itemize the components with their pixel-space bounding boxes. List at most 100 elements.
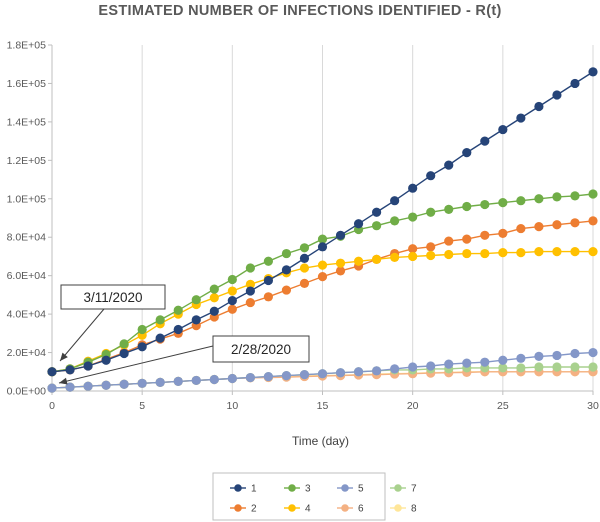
y-tick-label: 4.0E+04 [7, 309, 47, 321]
x-tick-label: 30 [587, 400, 599, 412]
data-point [570, 218, 580, 228]
data-point [65, 365, 75, 375]
data-point [426, 207, 436, 217]
callout-arrowhead [59, 377, 68, 385]
data-point [552, 350, 562, 361]
data-point [444, 236, 454, 246]
data-point [498, 355, 508, 365]
data-point [47, 383, 57, 393]
data-point [534, 247, 544, 257]
data-point [372, 207, 382, 217]
data-point [390, 364, 400, 374]
data-point [209, 293, 219, 303]
data-point [588, 247, 598, 257]
data-point [281, 265, 292, 275]
y-tick-label: 8.0E+04 [7, 232, 47, 244]
y-tick-label: 1.0E+05 [7, 193, 47, 205]
callout-text: 2/28/2020 [231, 342, 291, 357]
data-point [462, 201, 472, 212]
data-point [101, 355, 111, 365]
data-point [426, 171, 436, 181]
data-point [426, 242, 436, 252]
legend-item-4: 4 [284, 504, 311, 515]
legend-item-8: 8 [390, 504, 417, 515]
data-point [588, 67, 598, 77]
data-point [191, 315, 201, 325]
data-point [552, 220, 562, 230]
data-point [570, 78, 580, 89]
legend-marker [341, 484, 349, 492]
data-point [155, 333, 165, 343]
data-point [426, 361, 436, 371]
data-point [353, 367, 364, 377]
data-point [408, 212, 418, 222]
data-point [119, 348, 129, 359]
data-point [263, 371, 273, 382]
data-point [534, 351, 544, 361]
legend-label: 4 [305, 504, 311, 515]
data-point [191, 295, 201, 305]
data-point [281, 285, 292, 295]
data-point [444, 249, 454, 260]
data-point [372, 221, 382, 231]
data-point [227, 304, 237, 314]
data-point [281, 248, 292, 259]
legend-label: 6 [358, 504, 364, 515]
callout-box [60, 284, 166, 310]
data-point [155, 315, 165, 325]
series-5 [47, 347, 598, 393]
data-point [83, 381, 93, 391]
data-point [480, 248, 490, 259]
data-point [552, 247, 562, 257]
legend-label: 1 [251, 484, 257, 495]
data-point [137, 342, 147, 352]
data-point [570, 191, 580, 201]
data-point [83, 361, 93, 371]
y-tick-label: 1.2E+05 [7, 155, 47, 167]
data-point [390, 196, 400, 206]
data-point [498, 124, 508, 135]
legend-item-5: 5 [337, 484, 364, 495]
data-point [588, 347, 598, 358]
data-point [137, 324, 147, 335]
data-point [335, 258, 346, 268]
callout-text: 3/11/2020 [83, 290, 142, 305]
data-point [245, 297, 255, 308]
x-axis-title: Time (day) [292, 434, 349, 448]
callout-arrowhead [60, 352, 68, 361]
data-point [335, 230, 346, 240]
data-point [552, 362, 562, 372]
data-point [263, 275, 273, 286]
data-point [552, 192, 562, 202]
data-point [408, 362, 418, 372]
callout-leader [58, 345, 214, 384]
x-tick-label: 20 [407, 400, 419, 412]
data-point [245, 372, 255, 383]
data-point [372, 366, 382, 376]
y-tick-label: 1.4E+05 [7, 116, 47, 128]
data-point [155, 377, 165, 387]
chart-title: ESTIMATED NUMBER OF INFECTIONS IDENTIFIE… [98, 3, 502, 19]
legend-marker [234, 484, 242, 492]
data-point [390, 252, 400, 263]
data-point [516, 248, 526, 258]
data-point [173, 324, 183, 335]
data-point [263, 292, 273, 302]
data-point [245, 279, 255, 289]
legend-label: 5 [358, 484, 364, 495]
data-point [335, 368, 346, 378]
data-point [462, 234, 472, 244]
data-point [480, 136, 490, 146]
data-point [47, 367, 57, 377]
data-point [588, 216, 598, 226]
legend-marker [288, 484, 296, 492]
annotation-layer: 3/11/2020 2/28/2020 [58, 284, 310, 385]
data-point [119, 339, 129, 349]
data-point [588, 362, 598, 372]
legend-label: 2 [251, 504, 257, 515]
y-tick-label: 2.0E+04 [7, 347, 47, 359]
data-point [390, 216, 400, 226]
legend-marker [341, 504, 349, 512]
legend-label: 8 [411, 504, 417, 515]
data-point [480, 357, 490, 367]
